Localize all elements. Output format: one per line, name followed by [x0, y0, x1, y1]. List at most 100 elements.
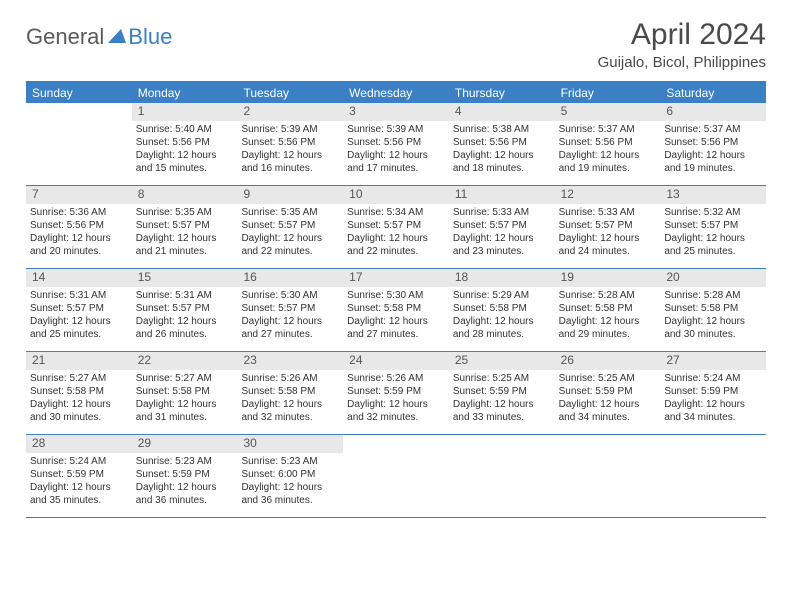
- day-info-line: Daylight: 12 hours: [347, 232, 445, 245]
- day-number: 30: [237, 435, 343, 453]
- day-info-line: Sunset: 5:56 PM: [136, 136, 234, 149]
- page-header: General Blue April 2024 Guijalo, Bicol, …: [26, 18, 766, 71]
- day-info-line: Daylight: 12 hours: [136, 398, 234, 411]
- day-info-line: Daylight: 12 hours: [453, 232, 551, 245]
- day-body: Sunrise: 5:36 AMSunset: 5:56 PMDaylight:…: [26, 204, 132, 262]
- day-info-line: Sunset: 5:56 PM: [559, 136, 657, 149]
- day-cell: 29Sunrise: 5:23 AMSunset: 5:59 PMDayligh…: [132, 435, 238, 517]
- day-cell: 22Sunrise: 5:27 AMSunset: 5:58 PMDayligh…: [132, 352, 238, 434]
- day-body: Sunrise: 5:28 AMSunset: 5:58 PMDaylight:…: [660, 287, 766, 345]
- day-info-line: and 34 minutes.: [664, 411, 762, 424]
- day-cell: 30Sunrise: 5:23 AMSunset: 6:00 PMDayligh…: [237, 435, 343, 517]
- day-info-line: Sunset: 5:57 PM: [241, 302, 339, 315]
- day-number: 7: [26, 186, 132, 204]
- day-info-line: and 25 minutes.: [664, 245, 762, 258]
- day-body: Sunrise: 5:23 AMSunset: 5:59 PMDaylight:…: [132, 453, 238, 511]
- brand-part1: General: [26, 24, 104, 50]
- day-info-line: and 33 minutes.: [453, 411, 551, 424]
- day-info-line: Daylight: 12 hours: [347, 149, 445, 162]
- calendar-page: General Blue April 2024 Guijalo, Bicol, …: [0, 0, 792, 536]
- day-info-line: Daylight: 12 hours: [664, 315, 762, 328]
- day-number: 22: [132, 352, 238, 370]
- day-info-line: Sunset: 5:58 PM: [30, 385, 128, 398]
- day-body: Sunrise: 5:40 AMSunset: 5:56 PMDaylight:…: [132, 121, 238, 179]
- day-info-line: Sunrise: 5:37 AM: [664, 123, 762, 136]
- day-number: 3: [343, 103, 449, 121]
- day-number: 25: [449, 352, 555, 370]
- day-info-line: Sunrise: 5:28 AM: [664, 289, 762, 302]
- day-info-line: Sunset: 5:58 PM: [241, 385, 339, 398]
- day-header-cell: Friday: [555, 83, 661, 103]
- day-info-line: Daylight: 12 hours: [241, 481, 339, 494]
- day-info-line: Daylight: 12 hours: [664, 398, 762, 411]
- day-cell: 7Sunrise: 5:36 AMSunset: 5:56 PMDaylight…: [26, 186, 132, 268]
- day-info-line: and 35 minutes.: [30, 494, 128, 507]
- day-info-line: Sunset: 5:57 PM: [136, 302, 234, 315]
- day-body: Sunrise: 5:25 AMSunset: 5:59 PMDaylight:…: [449, 370, 555, 428]
- weeks-container: 1Sunrise: 5:40 AMSunset: 5:56 PMDaylight…: [26, 103, 766, 518]
- day-info-line: and 22 minutes.: [347, 245, 445, 258]
- day-info-line: and 18 minutes.: [453, 162, 551, 175]
- day-info-line: Sunrise: 5:28 AM: [559, 289, 657, 302]
- day-info-line: and 20 minutes.: [30, 245, 128, 258]
- day-info-line: Sunrise: 5:34 AM: [347, 206, 445, 219]
- day-info-line: Sunrise: 5:24 AM: [664, 372, 762, 385]
- day-body: Sunrise: 5:30 AMSunset: 5:58 PMDaylight:…: [343, 287, 449, 345]
- day-info-line: and 36 minutes.: [136, 494, 234, 507]
- day-info-line: Sunset: 5:59 PM: [136, 468, 234, 481]
- day-info-line: Sunrise: 5:35 AM: [241, 206, 339, 219]
- day-info-line: Sunset: 5:57 PM: [241, 219, 339, 232]
- day-info-line: Sunrise: 5:31 AM: [30, 289, 128, 302]
- day-body: Sunrise: 5:39 AMSunset: 5:56 PMDaylight:…: [343, 121, 449, 179]
- day-cell: 25Sunrise: 5:25 AMSunset: 5:59 PMDayligh…: [449, 352, 555, 434]
- day-info-line: Sunset: 5:57 PM: [136, 219, 234, 232]
- day-body: Sunrise: 5:26 AMSunset: 5:59 PMDaylight:…: [343, 370, 449, 428]
- week-row: 1Sunrise: 5:40 AMSunset: 5:56 PMDaylight…: [26, 103, 766, 186]
- day-info-line: Daylight: 12 hours: [664, 149, 762, 162]
- day-info-line: and 19 minutes.: [559, 162, 657, 175]
- day-info-line: Sunrise: 5:36 AM: [30, 206, 128, 219]
- day-cell: 18Sunrise: 5:29 AMSunset: 5:58 PMDayligh…: [449, 269, 555, 351]
- day-info-line: and 15 minutes.: [136, 162, 234, 175]
- day-info-line: Sunset: 5:59 PM: [664, 385, 762, 398]
- day-info-line: Daylight: 12 hours: [136, 149, 234, 162]
- day-info-line: Sunrise: 5:32 AM: [664, 206, 762, 219]
- day-cell: 12Sunrise: 5:33 AMSunset: 5:57 PMDayligh…: [555, 186, 661, 268]
- day-cell: 9Sunrise: 5:35 AMSunset: 5:57 PMDaylight…: [237, 186, 343, 268]
- day-info-line: Sunset: 5:58 PM: [559, 302, 657, 315]
- day-body: Sunrise: 5:24 AMSunset: 5:59 PMDaylight:…: [26, 453, 132, 511]
- day-number: 29: [132, 435, 238, 453]
- day-number: 15: [132, 269, 238, 287]
- day-info-line: Daylight: 12 hours: [241, 232, 339, 245]
- week-row: 14Sunrise: 5:31 AMSunset: 5:57 PMDayligh…: [26, 269, 766, 352]
- day-info-line: Sunset: 5:58 PM: [136, 385, 234, 398]
- day-body: Sunrise: 5:30 AMSunset: 5:57 PMDaylight:…: [237, 287, 343, 345]
- day-cell: 11Sunrise: 5:33 AMSunset: 5:57 PMDayligh…: [449, 186, 555, 268]
- day-body: Sunrise: 5:25 AMSunset: 5:59 PMDaylight:…: [555, 370, 661, 428]
- day-info-line: Daylight: 12 hours: [136, 315, 234, 328]
- empty-day-cell: [555, 435, 661, 517]
- day-info-line: Sunset: 5:56 PM: [664, 136, 762, 149]
- day-info-line: and 30 minutes.: [30, 411, 128, 424]
- day-info-line: and 30 minutes.: [664, 328, 762, 341]
- day-info-line: Sunset: 5:56 PM: [453, 136, 551, 149]
- day-number: 16: [237, 269, 343, 287]
- empty-day-cell: [660, 435, 766, 517]
- day-header-cell: Tuesday: [237, 83, 343, 103]
- day-info-line: Sunrise: 5:30 AM: [347, 289, 445, 302]
- day-info-line: and 28 minutes.: [453, 328, 551, 341]
- day-number: 20: [660, 269, 766, 287]
- day-body: Sunrise: 5:35 AMSunset: 5:57 PMDaylight:…: [237, 204, 343, 262]
- day-body: Sunrise: 5:23 AMSunset: 6:00 PMDaylight:…: [237, 453, 343, 511]
- day-cell: 8Sunrise: 5:35 AMSunset: 5:57 PMDaylight…: [132, 186, 238, 268]
- day-cell: 16Sunrise: 5:30 AMSunset: 5:57 PMDayligh…: [237, 269, 343, 351]
- day-info-line: Daylight: 12 hours: [453, 398, 551, 411]
- title-block: April 2024 Guijalo, Bicol, Philippines: [598, 18, 766, 71]
- day-cell: 3Sunrise: 5:39 AMSunset: 5:56 PMDaylight…: [343, 103, 449, 185]
- calendar-grid: SundayMondayTuesdayWednesdayThursdayFrid…: [26, 81, 766, 518]
- day-info-line: Daylight: 12 hours: [664, 232, 762, 245]
- day-body: Sunrise: 5:35 AMSunset: 5:57 PMDaylight:…: [132, 204, 238, 262]
- day-cell: 2Sunrise: 5:39 AMSunset: 5:56 PMDaylight…: [237, 103, 343, 185]
- day-info-line: Daylight: 12 hours: [241, 149, 339, 162]
- day-info-line: Sunrise: 5:26 AM: [241, 372, 339, 385]
